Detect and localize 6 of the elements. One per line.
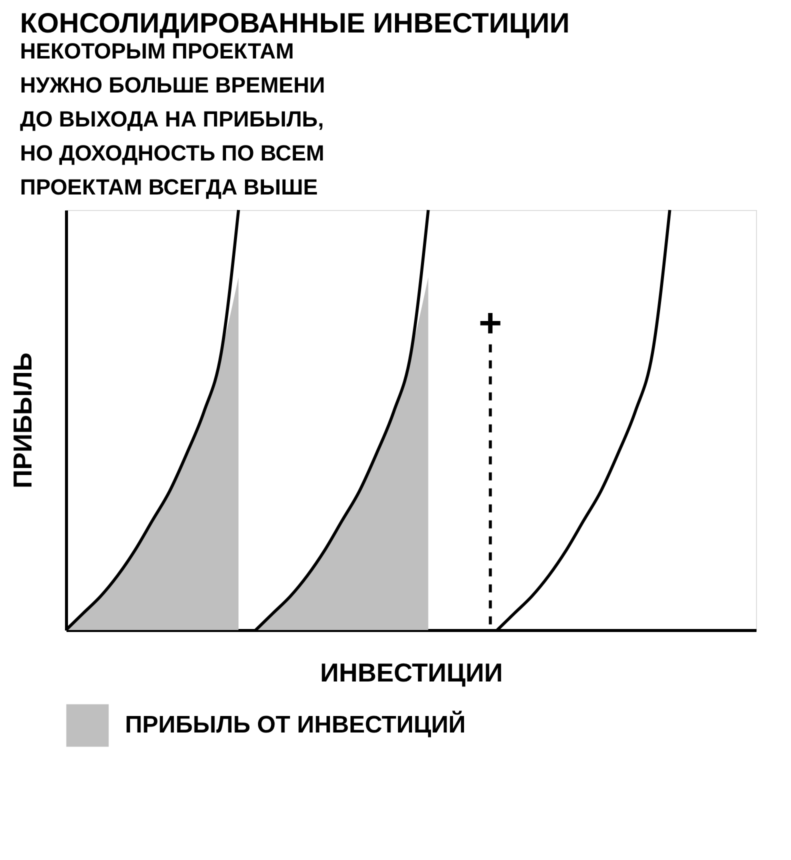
annotation: + xyxy=(478,301,502,346)
y-axis-title: ПРИБЫЛЬ xyxy=(8,352,38,488)
chart-subtitle: НЕКОТОРЫМ ПРОЕКТАМ НУЖНО БОЛЬШЕ ВРЕМЕНИ ДО ВЫХОДА НА ПРИБЫЛЬ, НО ДОХОДНОСТЬ ПО ВСЕМ ПРОЕКТАМ ВСЕГДА ВЫШЕ xyxy=(20,38,326,200)
x-axis-title: ИНВЕСТИЦИИ xyxy=(320,658,503,688)
legend-label: ПРИБЫЛЬ ОТ ИНВЕСТИЦИЙ xyxy=(125,710,466,738)
chart-title: КОНСОЛИДИРОВАННЫЕ ИНВЕСТИЦИИ xyxy=(20,8,570,38)
